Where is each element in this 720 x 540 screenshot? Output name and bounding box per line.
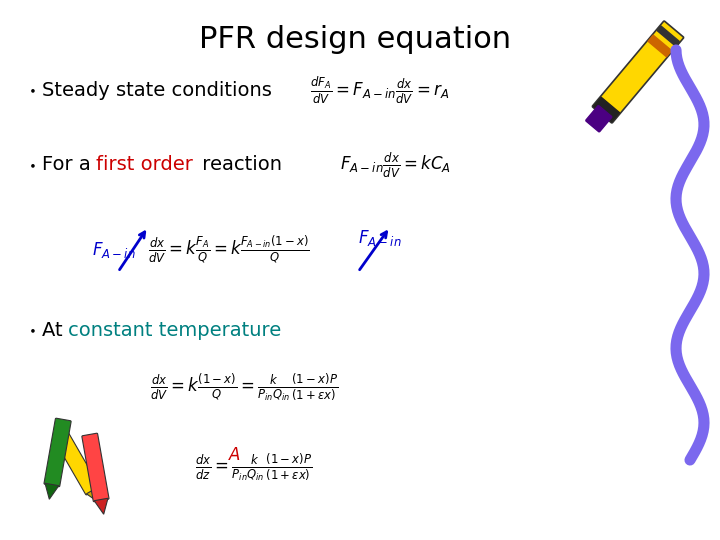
- Bar: [593, 97, 619, 122]
- Text: Steady state conditions: Steady state conditions: [42, 80, 272, 99]
- Text: At: At: [42, 321, 69, 340]
- Text: $F_{A-in}$: $F_{A-in}$: [358, 228, 402, 248]
- Text: reaction: reaction: [196, 156, 282, 174]
- Text: $\frac{dx}{dV} = k\frac{F_A}{Q} = k\frac{F_{A-in}(1-x)}{Q}$: $\frac{dx}{dV} = k\frac{F_A}{Q} = k\frac…: [148, 234, 310, 266]
- Text: For a: For a: [42, 156, 97, 174]
- Text: $F_{A-in}\frac{dx}{dV} = kC_A$: $F_{A-in}\frac{dx}{dV} = kC_A$: [340, 151, 451, 180]
- Bar: [657, 26, 680, 46]
- Polygon shape: [86, 487, 100, 503]
- Text: $\bullet$: $\bullet$: [28, 159, 36, 172]
- Text: $\bullet$: $\bullet$: [28, 323, 36, 336]
- Text: $\bullet$: $\bullet$: [28, 84, 36, 97]
- Bar: [648, 35, 672, 57]
- FancyBboxPatch shape: [53, 429, 99, 495]
- FancyBboxPatch shape: [586, 106, 612, 132]
- Text: $\frac{dF_A}{dV} = F_{A-in}\frac{dx}{dV} = r_A$: $\frac{dF_A}{dV} = F_{A-in}\frac{dx}{dV}…: [310, 75, 449, 106]
- Text: $\frac{dx}{dV} = k\frac{(1-x)}{Q} = \frac{k}{P_{in}Q_{in}}\frac{(1-x)P}{(1+\vare: $\frac{dx}{dV} = k\frac{(1-x)}{Q} = \fra…: [150, 372, 338, 404]
- FancyBboxPatch shape: [593, 21, 683, 123]
- Text: $\frac{dx}{dz} = \frac{\quad k}{P_{in}Q_{in}}\frac{(1-x)P}{(1+\varepsilon x)}$: $\frac{dx}{dz} = \frac{\quad k}{P_{in}Q_…: [195, 452, 312, 484]
- Polygon shape: [45, 483, 59, 500]
- FancyBboxPatch shape: [44, 418, 71, 487]
- FancyBboxPatch shape: [82, 433, 109, 502]
- Text: $A$: $A$: [228, 446, 241, 464]
- Text: PFR design equation: PFR design equation: [199, 25, 511, 54]
- Polygon shape: [94, 498, 108, 514]
- Text: first order: first order: [96, 156, 193, 174]
- Text: constant temperature: constant temperature: [68, 321, 282, 340]
- Text: $F_{A-in}$: $F_{A-in}$: [92, 240, 135, 260]
